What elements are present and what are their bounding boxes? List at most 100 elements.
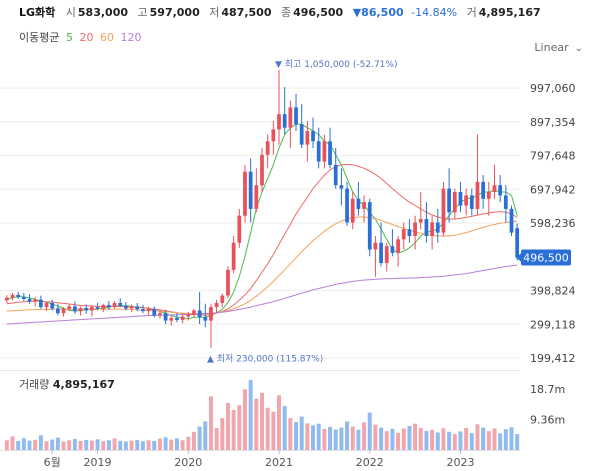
candle (214, 299, 219, 314)
close-value: 496,500 (293, 6, 344, 19)
volume-bar (418, 427, 423, 450)
candle (486, 181, 491, 216)
volume-bar (180, 440, 185, 450)
volume-bar (44, 441, 49, 450)
y-tick-label: 897,354 (530, 116, 576, 129)
volume-bar (447, 431, 452, 450)
candle-body (328, 141, 332, 165)
volume-bar (89, 440, 94, 450)
candle (271, 120, 276, 155)
volume-bar (322, 428, 327, 450)
volume-bar (350, 426, 355, 450)
volume-bar (277, 395, 281, 450)
volume-bar (55, 437, 60, 450)
ma-legend-20[interactable]: 20 (79, 31, 94, 44)
candle-body (84, 308, 89, 311)
candle-body (515, 228, 520, 258)
scale-dropdown[interactable]: Linear ⌄ (534, 41, 583, 54)
candle-body (265, 141, 270, 155)
candle-body (260, 154, 264, 186)
open-value: 583,000 (77, 6, 129, 19)
volume-bar (61, 441, 66, 450)
candle (333, 148, 338, 189)
volume-bar (498, 433, 503, 450)
candle (78, 306, 83, 316)
candle-body (118, 303, 123, 306)
candle-body (384, 246, 389, 264)
volume-bar (333, 429, 338, 450)
volume-bar (509, 427, 514, 450)
candle-body (107, 305, 111, 308)
candle (129, 304, 134, 312)
volume-label: 거 (466, 6, 477, 19)
candle-body (237, 215, 242, 243)
volume-pane-label: 거래량 4,895,167 (19, 378, 115, 391)
candle-body (129, 306, 134, 309)
candle (475, 134, 480, 216)
candle-body (61, 308, 66, 314)
volume-bar (367, 412, 372, 450)
candle-body (407, 229, 412, 236)
candle-body (390, 246, 395, 253)
candle-body (254, 185, 259, 209)
volume-bar (430, 429, 435, 450)
volume-bar (248, 380, 253, 450)
candle-body (220, 295, 225, 304)
volume-bar (492, 428, 497, 450)
stock-name: LG화학 (19, 6, 56, 19)
candle-body (55, 308, 60, 314)
volume-bar (21, 438, 26, 450)
candle-body (322, 141, 327, 162)
ma-legend-5[interactable]: 5 (65, 31, 73, 44)
y-tick-label: 697,942 (530, 183, 576, 196)
volume-bar (72, 438, 77, 450)
ma-legend-60[interactable]: 60 (99, 31, 114, 44)
candle (260, 148, 264, 192)
volume-bar (243, 389, 247, 450)
candle (16, 291, 21, 299)
candle (209, 303, 213, 348)
volume-bar (486, 431, 491, 450)
candle (345, 181, 349, 226)
candle-body (95, 307, 100, 309)
volume-bar (503, 429, 508, 450)
volume-bar (27, 440, 32, 450)
volume-bar (106, 440, 111, 450)
current-price-tag: 496,500 (516, 249, 571, 266)
volume-bar (407, 425, 412, 450)
volume-bar (441, 428, 446, 450)
open-label: 시 (65, 6, 76, 19)
ma-legend-120[interactable]: 120 (120, 31, 142, 44)
volume-bar (362, 422, 367, 450)
candle (10, 292, 15, 301)
candle-body (294, 107, 298, 125)
candle (254, 168, 259, 213)
volume-tick-label: 18.7m (530, 383, 565, 396)
volume-bar (129, 440, 134, 450)
candle-body (498, 185, 503, 196)
candle-body (492, 185, 497, 192)
candle (175, 313, 179, 323)
volume-bar (464, 427, 469, 450)
volume-bar (225, 402, 230, 450)
candle-body (112, 303, 117, 308)
candle (282, 87, 287, 135)
candle (152, 306, 157, 318)
candle-body (475, 181, 480, 209)
candle (21, 292, 26, 301)
candle (90, 305, 94, 317)
candle-body (469, 195, 474, 209)
candle (180, 314, 185, 324)
volume-bar (33, 439, 38, 450)
candle (294, 93, 298, 132)
volume-bar (339, 427, 344, 450)
volume-bar (294, 422, 299, 450)
candle (67, 303, 72, 312)
ma-legend[interactable]: 이동평균 5 20 60 120 (19, 29, 144, 45)
candle-body (152, 309, 157, 316)
candle-body (441, 188, 446, 233)
y-tick-label: 997,060 (530, 82, 576, 95)
volume-bar (203, 421, 208, 450)
x-tick-label: 2023 (446, 456, 474, 469)
